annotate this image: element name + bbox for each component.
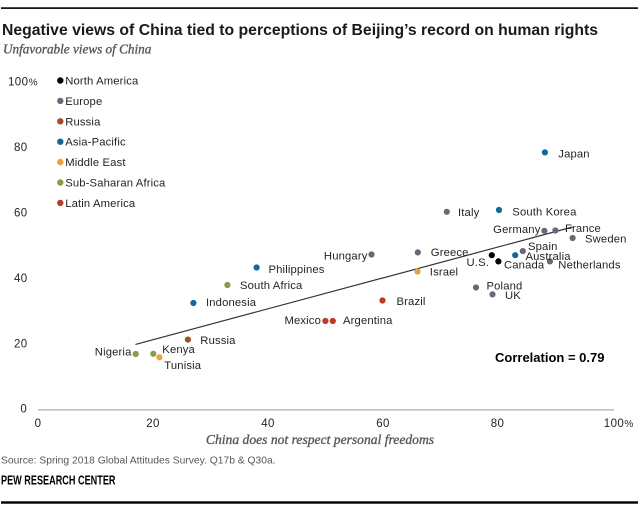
svg-text:Spain: Spain bbox=[528, 241, 558, 253]
svg-text:100: 100 bbox=[604, 418, 624, 430]
svg-text:Germany: Germany bbox=[493, 224, 541, 236]
svg-text:Mexico: Mexico bbox=[284, 315, 321, 327]
svg-text:%: % bbox=[29, 78, 38, 89]
svg-text:Correlation = 0.79: Correlation = 0.79 bbox=[495, 350, 604, 365]
svg-text:0: 0 bbox=[35, 418, 42, 430]
svg-text:Sub-Saharan Africa: Sub-Saharan Africa bbox=[65, 178, 166, 190]
svg-text:Unfavorable views of China: Unfavorable views of China bbox=[3, 42, 152, 57]
svg-text:100: 100 bbox=[8, 77, 28, 89]
svg-text:Source: Spring 2018 Global Att: Source: Spring 2018 Global Attitudes Sur… bbox=[1, 455, 276, 466]
svg-text:France: France bbox=[565, 223, 601, 235]
svg-text:20: 20 bbox=[14, 338, 28, 350]
svg-text:80: 80 bbox=[14, 142, 28, 154]
svg-text:Asia-Pacific: Asia-Pacific bbox=[65, 137, 126, 149]
svg-text:Europe: Europe bbox=[65, 96, 102, 108]
svg-text:Israel: Israel bbox=[430, 267, 458, 279]
svg-text:60: 60 bbox=[14, 208, 28, 220]
svg-text:Nigeria: Nigeria bbox=[95, 347, 132, 359]
svg-text:Russia: Russia bbox=[200, 335, 236, 347]
svg-text:North America: North America bbox=[65, 76, 139, 88]
svg-text:20: 20 bbox=[146, 418, 160, 430]
svg-text:Negative views of China tied t: Negative views of China tied to percepti… bbox=[2, 22, 598, 39]
svg-text:South Africa: South Africa bbox=[240, 280, 303, 292]
svg-text:Italy: Italy bbox=[458, 207, 480, 219]
svg-text:China does not respect persona: China does not respect personal freedoms bbox=[206, 432, 434, 447]
svg-text:Greece: Greece bbox=[431, 247, 469, 259]
svg-text:Netherlands: Netherlands bbox=[558, 260, 621, 272]
svg-text:Latin America: Latin America bbox=[65, 198, 136, 210]
svg-text:40: 40 bbox=[14, 273, 28, 285]
svg-text:UK: UK bbox=[505, 290, 521, 302]
svg-text:40: 40 bbox=[261, 418, 275, 430]
svg-text:80: 80 bbox=[491, 418, 505, 430]
svg-text:PEW RESEARCH CENTER: PEW RESEARCH CENTER bbox=[1, 474, 116, 488]
svg-text:U.S.: U.S. bbox=[467, 257, 489, 269]
svg-text:Middle East: Middle East bbox=[65, 157, 126, 169]
svg-text:Canada: Canada bbox=[504, 260, 545, 272]
svg-text:Brazil: Brazil bbox=[397, 296, 426, 308]
svg-text:Hungary: Hungary bbox=[324, 251, 368, 263]
svg-text:South Korea: South Korea bbox=[512, 207, 577, 219]
svg-text:Japan: Japan bbox=[558, 149, 589, 161]
svg-text:Poland: Poland bbox=[487, 280, 523, 292]
svg-text:Kenya: Kenya bbox=[162, 344, 195, 356]
svg-text:60: 60 bbox=[376, 418, 390, 430]
svg-text:0: 0 bbox=[20, 403, 27, 415]
svg-text:Philippines: Philippines bbox=[269, 264, 325, 276]
svg-text:Argentina: Argentina bbox=[343, 315, 393, 327]
svg-text:Indonesia: Indonesia bbox=[206, 297, 257, 309]
svg-text:Sweden: Sweden bbox=[585, 234, 627, 246]
svg-text:%: % bbox=[624, 419, 633, 430]
svg-text:Russia: Russia bbox=[65, 116, 101, 128]
svg-text:Australia: Australia bbox=[526, 251, 572, 263]
svg-text:Tunisia: Tunisia bbox=[164, 360, 201, 372]
